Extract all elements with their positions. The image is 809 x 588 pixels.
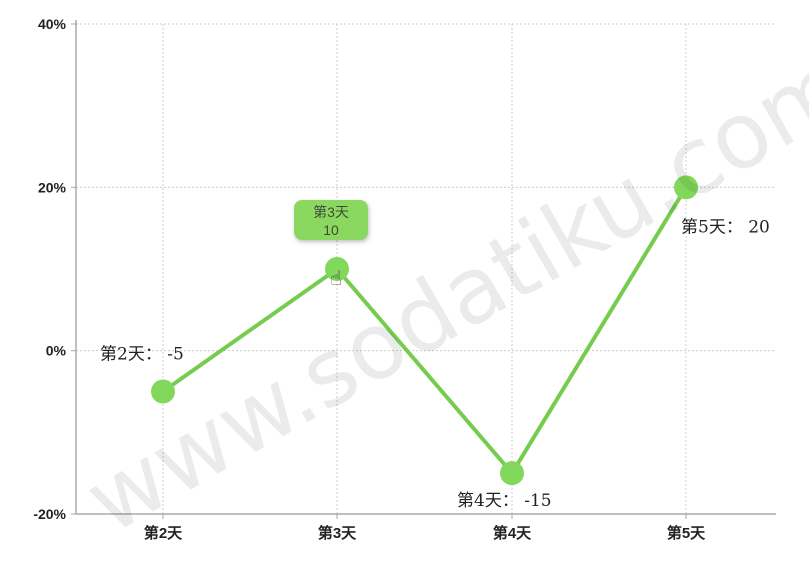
hand-cursor-icon: ☝ <box>330 268 343 290</box>
x-tick-label: 第2天 <box>144 524 183 542</box>
data-label: 第4天： -15 <box>457 491 552 511</box>
data-point <box>325 257 349 281</box>
x-tick-label: 第4天 <box>493 524 532 542</box>
y-tick-label: 0% <box>46 343 67 359</box>
x-tick-label: 第3天 <box>318 524 357 542</box>
y-tick-label: 20% <box>38 179 67 195</box>
data-point <box>500 461 524 486</box>
tooltip: 第3天 10 <box>294 200 368 240</box>
series-line <box>161 186 688 476</box>
tooltip-value: 10 <box>323 222 339 238</box>
tooltip-category: 第3天 <box>313 204 349 220</box>
y-tick-label: 40% <box>38 16 67 32</box>
data-label: 第5天： 20 <box>681 217 770 237</box>
data-label: 第2天： -5 <box>100 345 184 365</box>
x-tick-label: 第5天 <box>667 524 706 542</box>
data-point <box>674 175 698 200</box>
data-point <box>151 379 175 404</box>
y-tick-label: -20% <box>33 506 66 522</box>
